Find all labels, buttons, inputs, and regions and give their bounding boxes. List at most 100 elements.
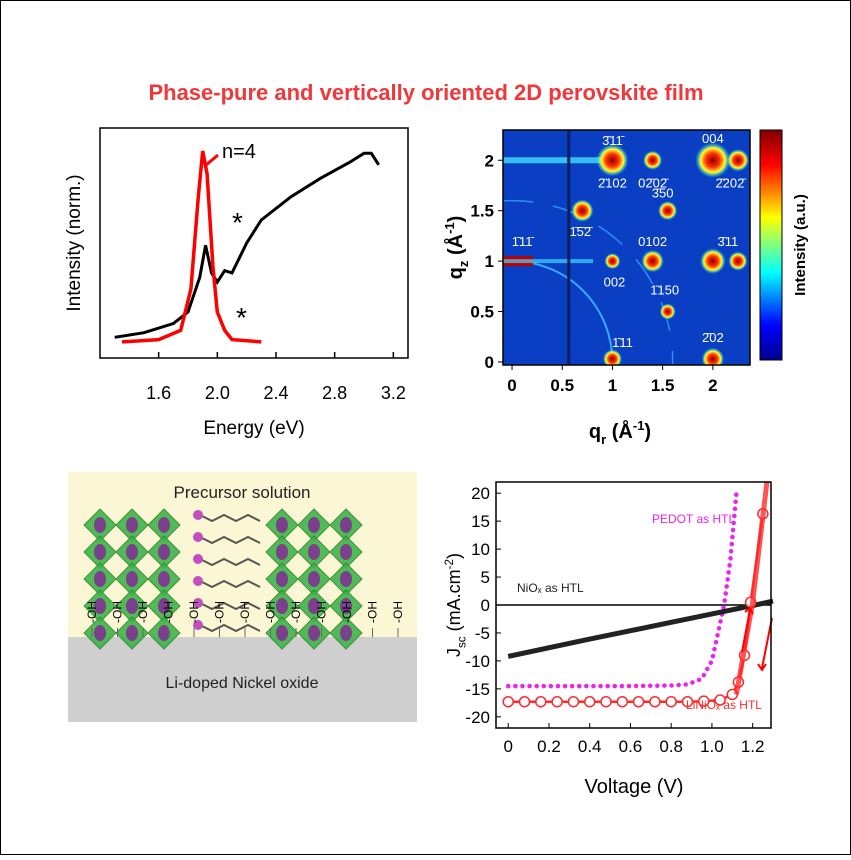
- hydroxyl-label: -OH: [391, 601, 405, 623]
- spacer-head: [193, 510, 203, 520]
- y-tick-label: 20: [471, 484, 490, 503]
- diffraction-spot: [726, 149, 750, 172]
- schematic: -OH -OH -OH -OH -OH -OH -OH -OH -OH -OH -OH -OH -OH …: [68, 472, 417, 722]
- y-tick-label: 1.5: [470, 202, 494, 221]
- data-point: [681, 695, 694, 708]
- y-axis-label: Intensity (norm.): [64, 174, 85, 311]
- x-tick-label: 0: [503, 737, 512, 756]
- y-tick-label: 15: [471, 512, 490, 531]
- hydroxyl-label: -OH: [187, 601, 201, 623]
- colorbar: [759, 129, 783, 361]
- octahedra: -OH -OH -OH -OH -OH -OH -OH -OH -OH -OH -OH -OH -OH: [83, 508, 405, 650]
- cation: [308, 544, 320, 560]
- hydroxyl-label: -OH: [111, 601, 125, 623]
- label-part: r: [601, 432, 606, 447]
- data-point: [649, 695, 661, 708]
- x-tick-label: 1.6: [146, 383, 171, 403]
- label-part: (Å: [606, 419, 633, 443]
- peak-label: 004: [702, 131, 724, 146]
- x-tick-label: 3.2: [381, 383, 406, 403]
- label-part: J: [444, 648, 464, 657]
- streak: [503, 157, 623, 164]
- spacer-chain: [199, 623, 261, 633]
- cation: [126, 517, 138, 533]
- annotation: n=4: [222, 141, 256, 163]
- x-tick-label: 0.8: [659, 737, 683, 756]
- arrow: [741, 606, 754, 653]
- x-tick-label: 0: [507, 376, 516, 395]
- peak-label: 02̄02̄: [638, 175, 669, 190]
- hydroxyl-label: -OH: [85, 601, 99, 623]
- y-tick-label: 2: [485, 151, 494, 170]
- x-tick-label: 0.6: [619, 737, 643, 756]
- x-tick-label: 0.5: [550, 376, 574, 395]
- cation: [126, 571, 138, 587]
- peak-label: 1̄5̄2̄: [569, 224, 593, 239]
- y-tick-label: 0: [481, 596, 490, 615]
- y-axis-label: qz (Å-1): [442, 216, 471, 280]
- cation: [158, 544, 170, 560]
- label-part: q: [445, 267, 467, 279]
- spacer-chain: [199, 579, 261, 589]
- data-point: [632, 695, 645, 708]
- data-point: [665, 695, 677, 708]
- data-point: [502, 695, 514, 708]
- cation: [158, 517, 170, 533]
- cation: [126, 544, 138, 560]
- data-line: [507, 598, 774, 659]
- y-tick-label: -20: [465, 708, 490, 727]
- x-tick-label: 1: [608, 376, 617, 395]
- y-tick-label: -5: [475, 624, 490, 643]
- x-axis-label: Voltage (V): [585, 776, 684, 798]
- hydroxyl-label: -OH: [289, 601, 303, 623]
- cation: [94, 517, 106, 533]
- x-tick-label: 1.0: [700, 737, 724, 756]
- curve-highlight: [733, 481, 770, 695]
- diffraction-spot: [700, 248, 726, 274]
- cation: [126, 598, 138, 614]
- cation: [340, 517, 352, 533]
- cation: [276, 625, 288, 641]
- substrate: [68, 637, 417, 722]
- scattering-ring: [503, 199, 674, 365]
- diffraction-spot: [571, 199, 594, 222]
- cation: [276, 571, 288, 587]
- series-label: PEDOT as HTL: [652, 512, 735, 526]
- x-axis-label: Energy (eV): [203, 418, 304, 439]
- hydroxyl-label: -OH: [264, 601, 278, 623]
- label-part: -1: [442, 222, 457, 234]
- spacer-head: [193, 598, 203, 608]
- y-tick-label: 1: [485, 252, 494, 271]
- diffraction-spot: [602, 349, 623, 365]
- x-tick-label: 2.4: [263, 383, 288, 403]
- data-point: [567, 695, 580, 708]
- cation: [158, 571, 170, 587]
- label-part: -2: [443, 559, 456, 569]
- y-tick-label: 0.5: [470, 303, 494, 322]
- x-tick-label: 1.5: [651, 376, 675, 395]
- cation: [340, 571, 352, 587]
- colorbar-label: Intensity (a.u.): [792, 194, 809, 296]
- hydroxyl-label: -OH: [315, 601, 329, 623]
- x-tick-label: 0.2: [537, 737, 561, 756]
- label-part: ): [445, 216, 467, 223]
- streak: [503, 259, 593, 264]
- y-tick-label: 10: [471, 540, 490, 559]
- data-point: [551, 695, 563, 708]
- plot-frame: [99, 127, 409, 359]
- diffraction-spot: [604, 253, 621, 270]
- diffraction-spot: [701, 347, 725, 365]
- cation: [308, 517, 320, 533]
- hydroxyl-label: -OH: [340, 601, 354, 623]
- peak-label: 2̄102: [598, 175, 627, 190]
- cation: [94, 625, 106, 641]
- diffraction-spot: [643, 150, 663, 170]
- cation: [94, 544, 106, 560]
- y-axis-label: Jsc (mA.cm-2): [443, 553, 469, 657]
- data-point: [698, 695, 710, 707]
- x-tick-label: 0.4: [578, 737, 602, 756]
- peak-label: 002: [604, 274, 626, 289]
- hydroxyl-label: -OH: [238, 601, 252, 623]
